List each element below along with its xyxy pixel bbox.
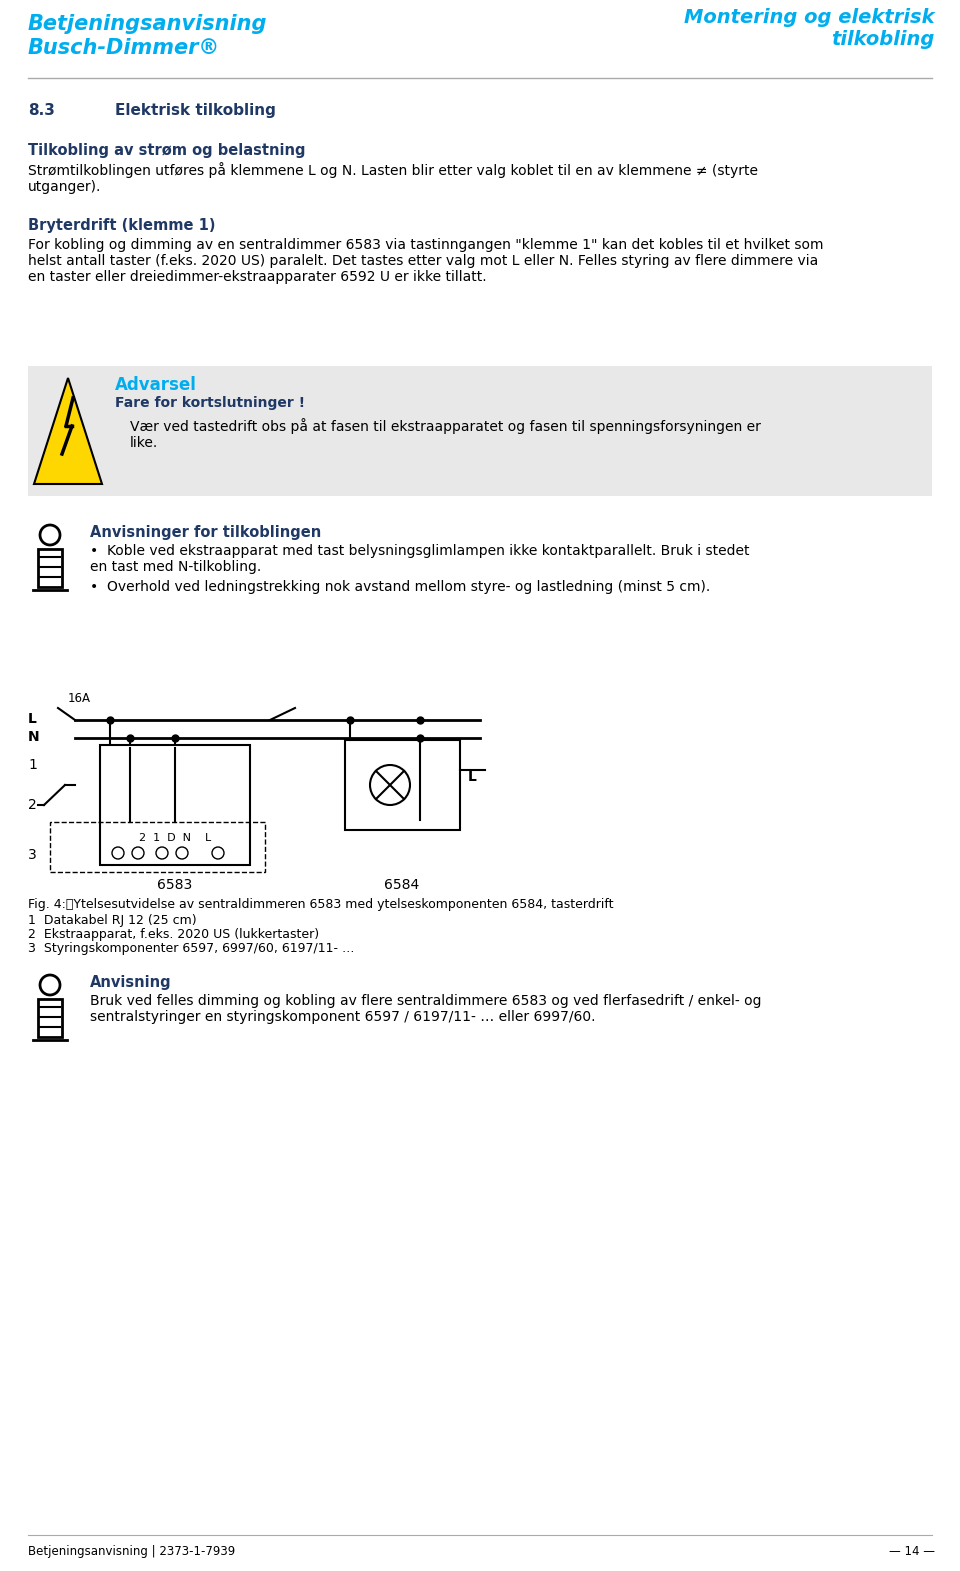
Text: L: L	[468, 770, 477, 784]
Text: L: L	[28, 712, 36, 726]
Text: Fare for kortslutninger !: Fare for kortslutninger !	[115, 396, 305, 410]
Text: Vær ved tastedrift obs på at fasen til ekstraapparatet og fasen til spenningsfor: Vær ved tastedrift obs på at fasen til e…	[130, 418, 761, 451]
Text: Bryterdrift (klemme 1): Bryterdrift (klemme 1)	[28, 218, 215, 233]
Text: 2  Ekstraapparat, f.eks. 2020 US (lukkertaster): 2 Ekstraapparat, f.eks. 2020 US (lukkert…	[28, 928, 319, 941]
Text: tilkobling: tilkobling	[831, 30, 935, 49]
Text: Tilkobling av strøm og belastning: Tilkobling av strøm og belastning	[28, 143, 305, 159]
Text: Anvisning: Anvisning	[90, 976, 172, 990]
Text: — 14 —: — 14 —	[889, 1544, 935, 1558]
Text: 3: 3	[28, 848, 36, 862]
Circle shape	[370, 765, 410, 804]
Text: •  Overhold ved ledningstrekking nok avstand mellom styre- og lastledning (minst: • Overhold ved ledningstrekking nok avst…	[90, 580, 710, 594]
Circle shape	[212, 847, 224, 859]
Text: Anvisninger for tilkoblingen: Anvisninger for tilkoblingen	[90, 525, 322, 540]
Text: 3  Styringskomponenter 6597, 6997/60, 6197/11- …: 3 Styringskomponenter 6597, 6997/60, 619…	[28, 943, 354, 955]
Circle shape	[40, 976, 60, 994]
Bar	[38, 548, 62, 588]
Bar	[38, 999, 62, 1037]
Text: 8.3: 8.3	[28, 104, 55, 118]
Circle shape	[176, 847, 188, 859]
Text: Bruk ved felles dimming og kobling av flere sentraldimmere 6583 og ved flerfased: Bruk ved felles dimming og kobling av fl…	[90, 994, 761, 1024]
Text: Busch-Dimmer®: Busch-Dimmer®	[28, 38, 220, 58]
Text: 16A: 16A	[68, 691, 91, 705]
Text: 2: 2	[28, 798, 36, 812]
Text: Advarsel: Advarsel	[115, 375, 197, 394]
Text: •  Koble ved ekstraapparat med tast belysningsglimlampen ikke kontaktparallelt. : • Koble ved ekstraapparat med tast belys…	[90, 544, 750, 573]
Circle shape	[112, 847, 124, 859]
Circle shape	[156, 847, 168, 859]
Text: Fig. 4:	Ytelsesutvidelse av sentraldimmeren 6583 med ytelseskomponenten 6584, ta: Fig. 4: Ytelsesutvidelse av sentraldimme…	[28, 899, 613, 911]
Text: N: N	[28, 731, 39, 745]
Text: 2  1  D  N    L: 2 1 D N L	[139, 833, 211, 844]
Bar	[100, 745, 250, 866]
Text: 6584: 6584	[384, 878, 420, 892]
Text: Elektrisk tilkobling: Elektrisk tilkobling	[115, 104, 276, 118]
Text: Montering og elektrisk: Montering og elektrisk	[684, 8, 935, 27]
Circle shape	[132, 847, 144, 859]
Text: Betjeningsanvisning | 2373-1-7939: Betjeningsanvisning | 2373-1-7939	[28, 1544, 235, 1558]
Polygon shape	[34, 379, 102, 484]
Bar	[50, 822, 265, 872]
Circle shape	[40, 525, 60, 545]
Text: 6583: 6583	[157, 878, 193, 892]
Bar	[28, 366, 932, 496]
Text: 1  Datakabel RJ 12 (25 cm): 1 Datakabel RJ 12 (25 cm)	[28, 914, 197, 927]
Bar	[345, 740, 460, 829]
Text: Betjeningsanvisning: Betjeningsanvisning	[28, 14, 268, 35]
Text: Strømtilkoblingen utføres på klemmene L og N. Lasten blir etter valg koblet til : Strømtilkoblingen utføres på klemmene L …	[28, 162, 758, 195]
Text: For kobling og dimming av en sentraldimmer 6583 via tastinngangen "klemme 1" kan: For kobling og dimming av en sentraldimm…	[28, 237, 824, 284]
Text: 1: 1	[28, 757, 36, 771]
